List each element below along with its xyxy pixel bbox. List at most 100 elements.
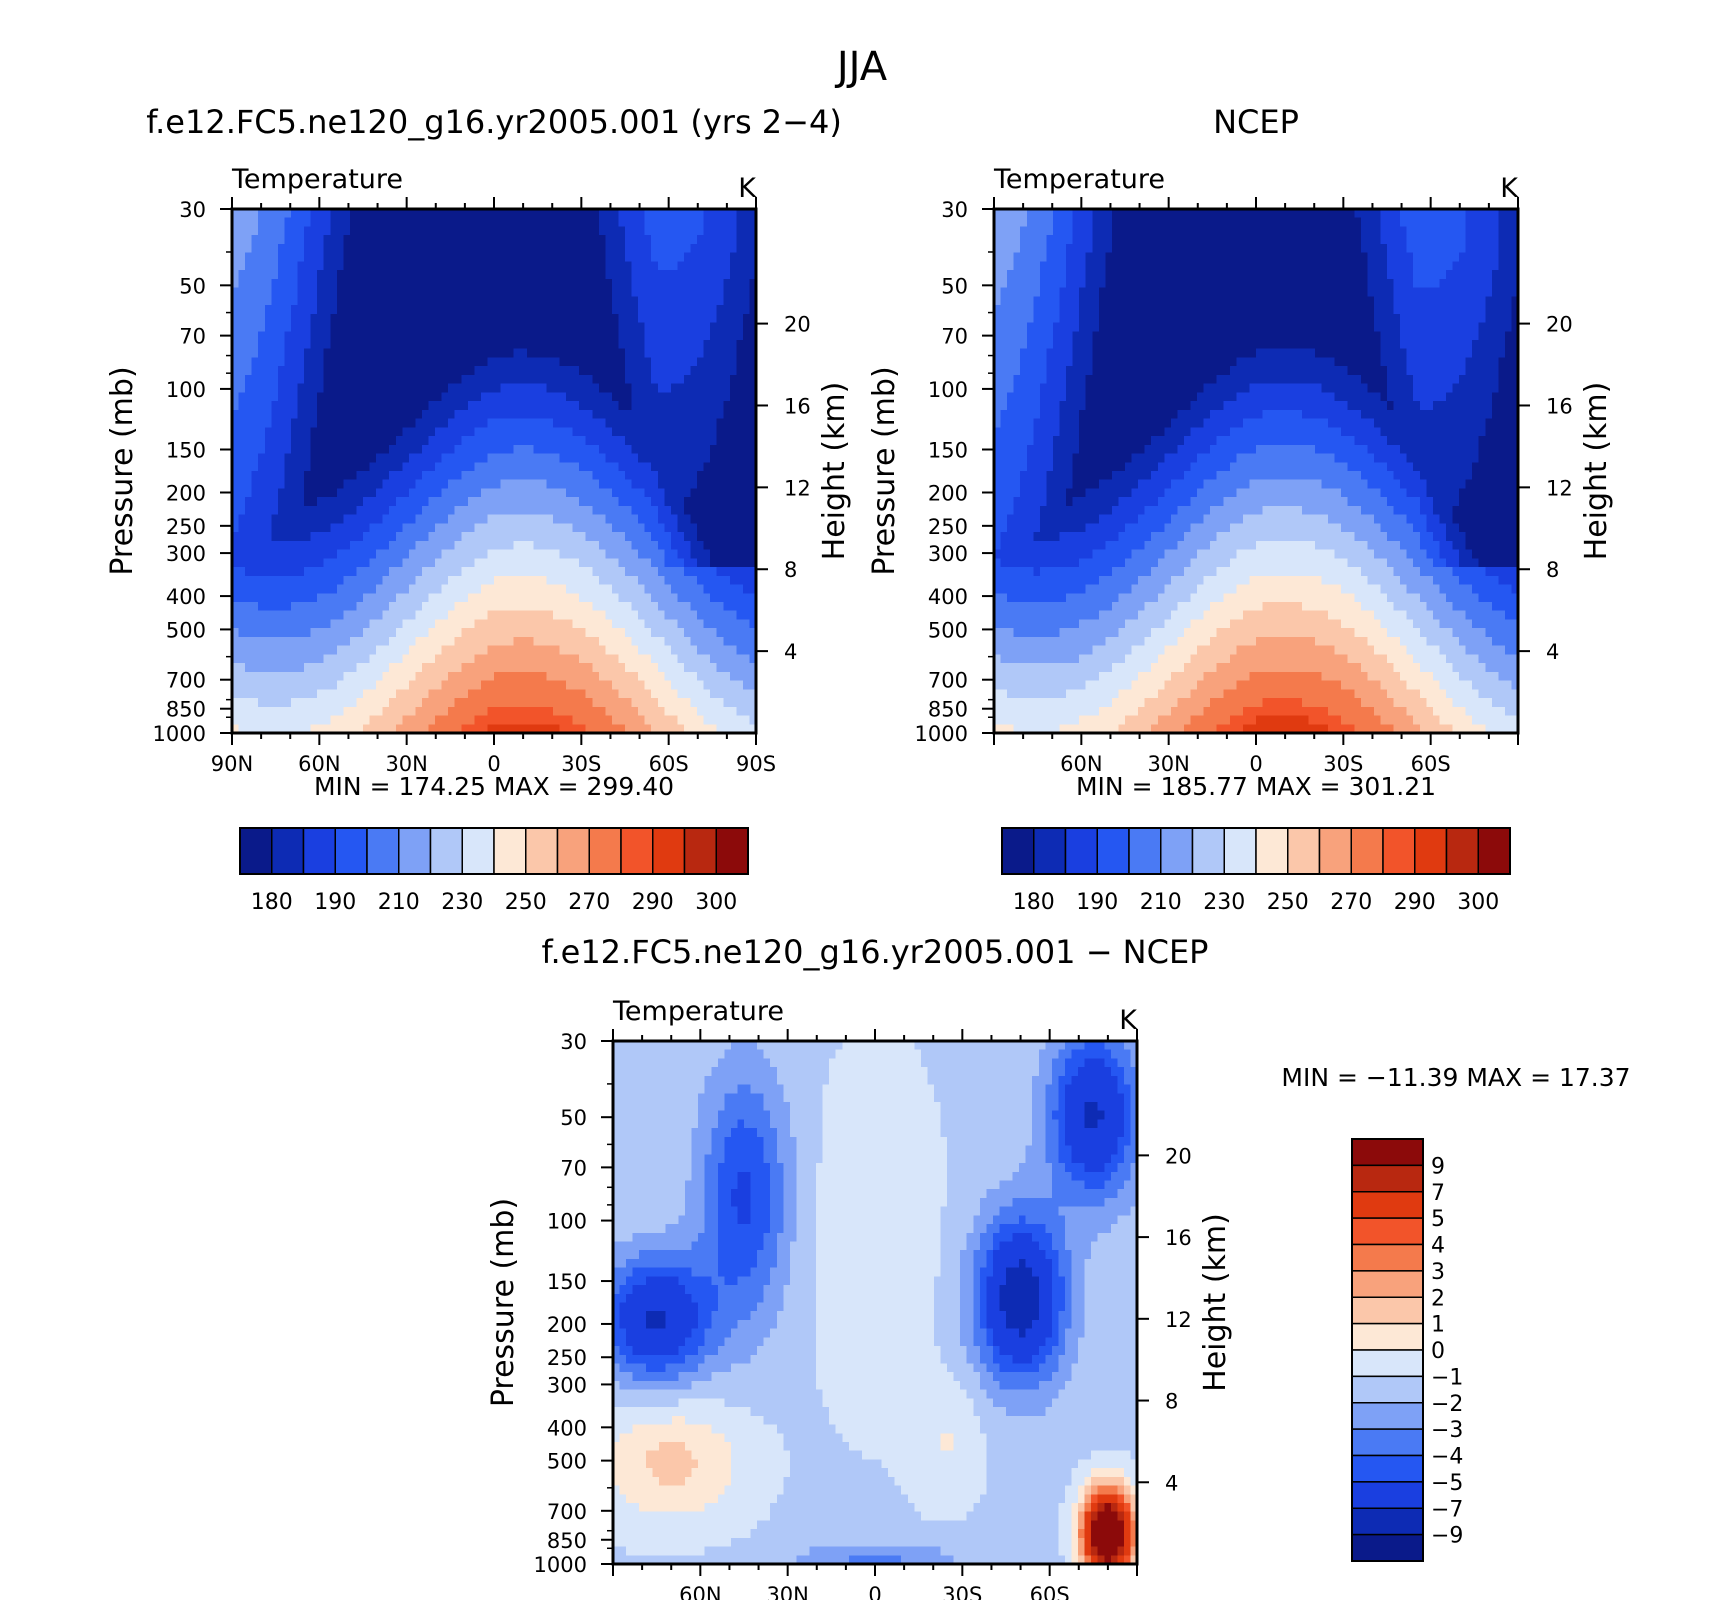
field-cell	[290, 532, 299, 542]
field-cell	[566, 305, 574, 315]
field-cell	[317, 331, 325, 341]
field-cell	[461, 322, 469, 332]
field-cell	[310, 366, 318, 376]
field-cell	[552, 540, 561, 551]
field-cell	[232, 313, 240, 324]
field-cell	[500, 340, 508, 350]
field-cell	[625, 619, 633, 629]
field-cell	[526, 663, 534, 673]
field-cell	[579, 645, 587, 655]
field-cell	[461, 488, 469, 498]
field-cell	[670, 252, 678, 262]
field-cell	[513, 305, 521, 315]
field-cell	[258, 217, 266, 228]
field-cell	[297, 409, 305, 420]
field-cell	[474, 366, 482, 376]
field-cell	[323, 628, 331, 638]
field-cell	[448, 532, 456, 542]
field-cell	[435, 715, 443, 725]
field-cell	[520, 724, 528, 734]
field-cell	[330, 296, 338, 306]
field-cell	[363, 278, 371, 289]
field-cell	[526, 409, 534, 420]
field-cell	[598, 479, 606, 490]
colorbar-swatch	[683, 827, 717, 875]
field-cell	[749, 471, 757, 481]
field-cell	[343, 698, 351, 708]
field-cell	[592, 226, 600, 236]
field-cell	[631, 479, 639, 490]
field-cell	[683, 689, 692, 699]
field-cell	[454, 331, 462, 341]
field-cell	[729, 453, 737, 463]
field-cell	[467, 549, 475, 559]
field-cell	[356, 671, 364, 682]
field-cell	[994, 593, 1002, 603]
field-cell	[415, 366, 423, 376]
field-cell	[271, 261, 279, 271]
field-cell	[467, 357, 475, 367]
field-cell	[376, 514, 384, 524]
field-cell	[382, 680, 390, 690]
field-cell	[994, 532, 1002, 542]
field-cell	[500, 575, 508, 586]
field-cell	[552, 296, 561, 306]
field-cell	[572, 217, 580, 228]
field-cell	[526, 558, 534, 568]
field-cell	[363, 488, 371, 498]
field-cell	[245, 287, 253, 297]
field-cell	[356, 252, 364, 262]
field-cell	[251, 235, 259, 245]
field-cell	[500, 654, 508, 664]
field-cell	[625, 366, 633, 376]
field-cell	[323, 348, 331, 359]
field-cell	[310, 226, 318, 236]
field-cell	[533, 357, 541, 367]
field-cell	[395, 628, 403, 638]
field-cell	[618, 497, 626, 507]
field-cell	[683, 296, 692, 306]
field-cell	[559, 270, 567, 280]
field-cell	[618, 575, 626, 586]
field-cell	[323, 680, 331, 690]
field-cell	[716, 401, 724, 411]
field-cell	[572, 497, 580, 507]
field-cell	[330, 471, 338, 481]
field-cell	[520, 636, 528, 647]
field-cell	[723, 235, 731, 245]
field-cell	[277, 575, 285, 586]
field-cell	[232, 628, 240, 638]
field-cell	[526, 357, 534, 367]
field-cell	[644, 278, 652, 289]
field-cell	[513, 558, 521, 568]
field-cell	[579, 226, 587, 236]
field-cell	[716, 243, 724, 254]
field-cell	[611, 226, 620, 236]
field-cell	[336, 322, 344, 332]
field-cell	[625, 602, 633, 612]
field-cell	[513, 418, 521, 428]
field-cell	[467, 706, 475, 717]
field-cell	[566, 217, 574, 228]
field-cell	[317, 217, 325, 228]
field-cell	[441, 243, 449, 254]
field-cell	[494, 436, 502, 446]
field-cell	[585, 706, 593, 717]
field-cell	[461, 619, 469, 629]
field-cell	[363, 340, 371, 350]
field-cell	[513, 374, 521, 385]
field-cell	[454, 235, 462, 245]
field-cell	[245, 243, 253, 254]
field-cell	[697, 497, 705, 507]
field-cell	[487, 322, 495, 332]
field-cell	[552, 567, 561, 577]
field-cell	[323, 593, 331, 603]
field-cell	[631, 471, 639, 481]
field-cell	[349, 663, 358, 673]
field-cell	[644, 497, 652, 507]
field-cell	[710, 505, 718, 516]
field-cell	[572, 715, 580, 725]
field-cell	[749, 532, 757, 542]
field-cell	[304, 226, 312, 236]
field-cell	[657, 558, 665, 568]
